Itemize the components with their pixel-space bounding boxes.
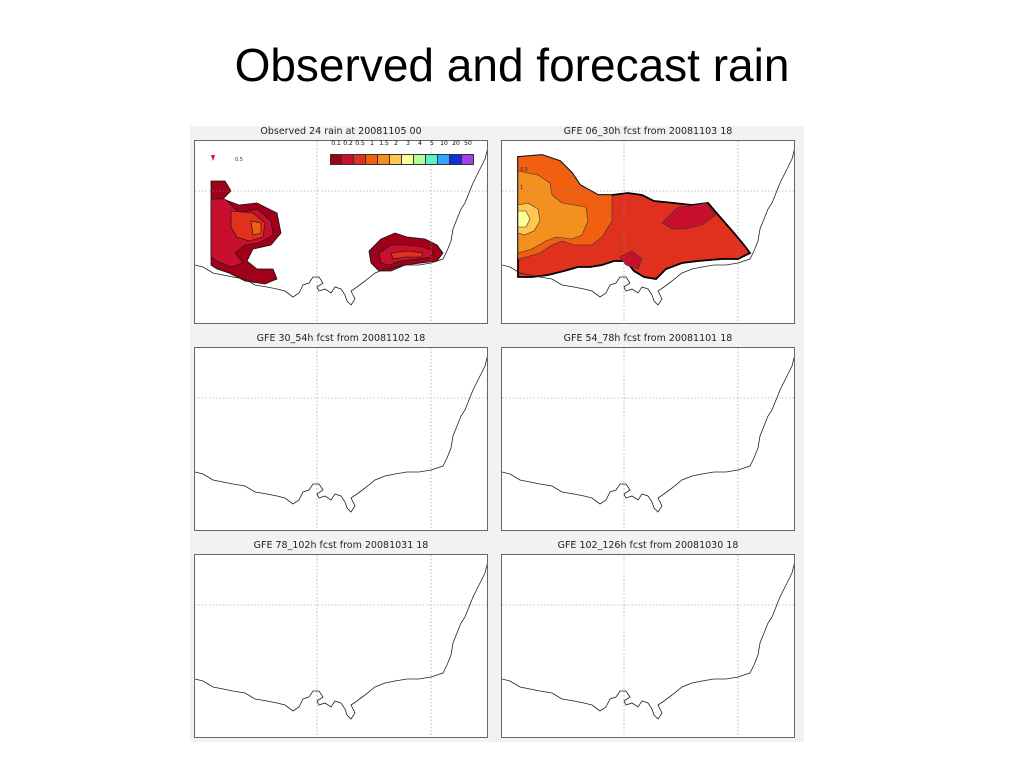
legend-swatch (426, 154, 438, 165)
legend-label: 50 (464, 140, 472, 147)
coastline (502, 563, 794, 720)
coastline (195, 356, 487, 513)
map-grid (195, 141, 487, 323)
legend-swatches (330, 152, 474, 165)
legend-swatch (462, 154, 474, 165)
map-grid (502, 141, 794, 323)
legend-label: 20 (452, 140, 460, 147)
legend-swatch (414, 154, 426, 165)
legend-swatch (342, 154, 354, 165)
contour-label: 0.2 (371, 251, 379, 257)
legend-swatch (354, 154, 366, 165)
legend-swatch (402, 154, 414, 165)
legend-label: 0.1 (331, 140, 341, 147)
slide-title: Observed and forecast rain (234, 39, 790, 91)
rain-map: 0.5 0.5 0.2 0.2 (195, 141, 487, 323)
contour-label: 1 (520, 185, 523, 191)
rain-map (195, 555, 487, 737)
panel-title: GFE 102_126h fcst from 20081030 18 (557, 540, 739, 551)
contour-label: 0.5 (235, 157, 243, 163)
coastline (195, 149, 487, 306)
panel-title: Observed 24 rain at 20081105 00 (260, 126, 422, 137)
coastline (502, 149, 794, 306)
legend-label: 1.5 (379, 140, 389, 147)
map-frame: 0.5 0.5 0.2 0.2 (194, 140, 488, 324)
map-grid (502, 555, 794, 737)
contour-label: 0.5 (213, 197, 221, 203)
legend-swatch (390, 154, 402, 165)
legend-swatch (330, 154, 342, 165)
rain-figure: Observed 24 rain at 20081105 00 (190, 126, 804, 742)
map-frame (194, 347, 488, 531)
legend-label: 1 (370, 140, 374, 147)
legend-swatch (438, 154, 450, 165)
panel-forecast-54-78h: GFE 54_78h fcst from 20081101 18 (497, 333, 799, 535)
rain-map (502, 555, 794, 737)
rain-map (195, 348, 487, 530)
forecast-rain-region (517, 154, 752, 280)
legend-label: 4 (418, 140, 422, 147)
panel-title: GFE 54_78h fcst from 20081101 18 (563, 333, 733, 344)
contour-label: 0.2 (393, 261, 401, 267)
panel-forecast-30-54h: GFE 30_54h fcst from 20081102 18 (190, 333, 492, 535)
map-frame (194, 554, 488, 738)
rain-map (502, 348, 794, 530)
map-grid (195, 348, 487, 530)
coastline (502, 356, 794, 513)
observed-rain-east (368, 232, 444, 272)
legend-labels: 0.1 0.2 0.5 1 1.5 2 3 4 5 10 20 50 (330, 140, 474, 147)
panel-title: GFE 06_30h fcst from 20081103 18 (563, 126, 733, 137)
coastline (195, 563, 487, 720)
panel-forecast-102-126h: GFE 102_126h fcst from 20081030 18 (497, 540, 799, 742)
contour-label: 0.5 (520, 167, 528, 173)
legend-swatch (378, 154, 390, 165)
map-frame (501, 347, 795, 531)
legend-label: 2 (394, 140, 398, 147)
legend-label: 5 (430, 140, 434, 147)
rain-map: 0.5 1 (502, 141, 794, 323)
legend-label: 0.5 (355, 140, 365, 147)
map-frame: 0.5 1 (501, 140, 795, 324)
panel-observed: Observed 24 rain at 20081105 00 (190, 126, 492, 328)
legend-label: 10 (440, 140, 448, 147)
panel-title: GFE 78_102h fcst from 20081031 18 (253, 540, 429, 551)
map-frame (501, 554, 795, 738)
panel-title: GFE 30_54h fcst from 20081102 18 (256, 333, 426, 344)
legend-swatch (366, 154, 378, 165)
panel-forecast-78-102h: GFE 78_102h fcst from 20081031 18 (190, 540, 492, 742)
panel-forecast-06-30h: GFE 06_30h fcst from 20081103 18 0.5 1 (497, 126, 799, 328)
legend-label: 0.2 (343, 140, 353, 147)
map-grid (502, 348, 794, 530)
observed-rain-west (210, 155, 282, 285)
legend-swatch (450, 154, 462, 165)
legend-label: 3 (406, 140, 410, 147)
map-grid (195, 555, 487, 737)
